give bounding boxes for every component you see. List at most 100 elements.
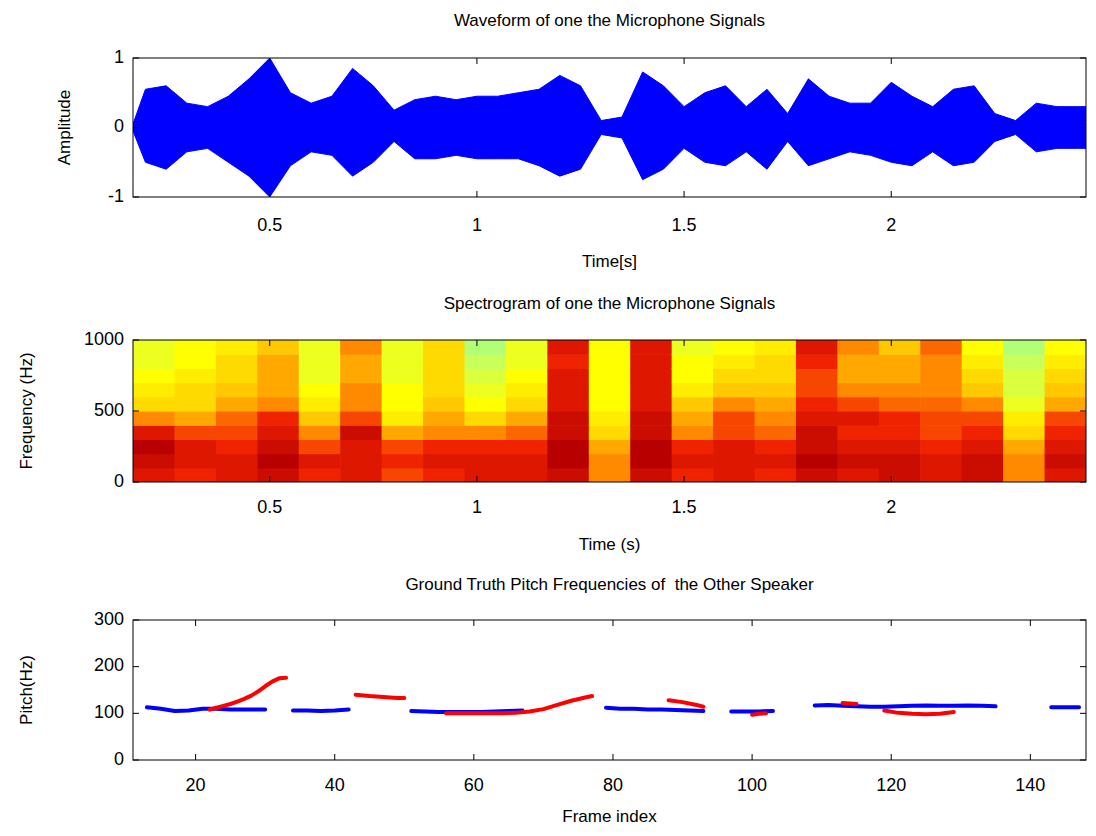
y-axis-title: Frequency (Hz) — [17, 352, 36, 469]
spectrogram-cell — [340, 468, 382, 482]
spectrogram-cell — [962, 454, 1004, 469]
spectrogram-cell — [174, 354, 216, 369]
spectrogram-cell — [174, 439, 216, 454]
spectrogram-cell — [133, 368, 175, 383]
spectrogram-cell — [257, 468, 299, 482]
spectrogram-cell — [299, 468, 341, 482]
x-tick-label: 120 — [876, 775, 906, 795]
spectrogram-cell — [630, 340, 672, 355]
spectrogram-cell — [299, 368, 341, 383]
spectrogram-cell — [630, 383, 672, 398]
spectrogram-cell — [299, 454, 341, 469]
y-tick-label: 200 — [94, 655, 124, 675]
spectrogram-cell — [1003, 454, 1045, 469]
x-tick — [752, 754, 753, 760]
x-tick — [269, 340, 270, 346]
spectrogram-cell — [920, 383, 962, 398]
spectrogram-cell — [464, 439, 506, 454]
spectrogram-cell — [589, 354, 631, 369]
spectrogram-cell — [962, 468, 1004, 482]
spectrogram-cell — [133, 397, 175, 412]
spectrogram-cell — [216, 368, 258, 383]
spectrogram-cell — [340, 439, 382, 454]
spectrogram-cell — [879, 425, 921, 440]
spectrogram-cell — [216, 340, 258, 355]
y-tick — [1080, 411, 1086, 412]
y-tick — [133, 713, 139, 714]
x-tick — [269, 191, 270, 197]
spectrogram-cell — [174, 397, 216, 412]
spectrogram-cell — [506, 439, 548, 454]
spectrogram-cell — [1045, 368, 1086, 383]
spectrogram-cell — [962, 411, 1004, 426]
x-tick — [334, 754, 335, 760]
spectrogram-cell — [755, 439, 797, 454]
spectrogram-cell — [547, 411, 589, 426]
spectrogram-cell — [755, 368, 797, 383]
y-tick — [133, 340, 139, 341]
spectrogram-cell — [133, 454, 175, 469]
x-tick-label: 140 — [1015, 775, 1045, 795]
x-tick-label: 2 — [886, 215, 896, 235]
spectrogram-cell — [837, 454, 879, 469]
spectrogram-cell — [589, 397, 631, 412]
spectrogram-cell — [133, 439, 175, 454]
spectrogram-cell — [547, 425, 589, 440]
x-tick-label: 1.5 — [672, 497, 697, 517]
x-tick — [684, 191, 685, 197]
spectrogram-cell — [506, 397, 548, 412]
spectrogram-cell — [547, 468, 589, 482]
y-tick — [1080, 760, 1086, 761]
spectrogram-cell — [672, 340, 714, 355]
y-tick — [133, 620, 139, 621]
spectrogram-cell — [920, 425, 962, 440]
y-tick-label: 500 — [94, 400, 124, 420]
x-tick — [752, 620, 753, 626]
plot-area — [133, 58, 1086, 197]
spectrogram-cell — [672, 425, 714, 440]
spectrogram-cell — [340, 454, 382, 469]
spectrogram-cell — [796, 468, 838, 482]
spectrogram-cell — [589, 340, 631, 355]
x-tick — [891, 340, 892, 346]
y-tick — [1080, 58, 1086, 59]
spectrogram-cell — [962, 425, 1004, 440]
y-tick — [133, 482, 139, 483]
x-tick — [684, 476, 685, 482]
spectrogram-cell — [713, 468, 755, 482]
x-tick-label: 1 — [472, 215, 482, 235]
spectrogram-cell — [133, 468, 175, 482]
spectrogram-cell — [382, 425, 424, 440]
spectrogram-cell — [506, 411, 548, 426]
x-tick — [269, 476, 270, 482]
y-tick — [1080, 482, 1086, 483]
spectrogram-cell — [133, 383, 175, 398]
spectrogram-cell — [755, 397, 797, 412]
spectrogram-cell — [382, 411, 424, 426]
spectrogram-cell — [713, 383, 755, 398]
spectrogram-cell — [1045, 340, 1086, 355]
plot-area — [133, 340, 1086, 482]
spectrogram-cell — [962, 340, 1004, 355]
y-tick — [133, 197, 139, 198]
spectrogram-cell — [382, 383, 424, 398]
spectrogram-cell — [755, 340, 797, 355]
y-tick — [1080, 127, 1086, 128]
spectrogram-cell — [630, 439, 672, 454]
spectrogram-cell — [340, 340, 382, 355]
spectrogram-cell — [382, 454, 424, 469]
spectrogram-cell — [630, 354, 672, 369]
spectrogram-cell — [1045, 439, 1086, 454]
axes-frame — [133, 620, 1086, 760]
spectrogram-cell — [879, 454, 921, 469]
spectrogram-cell — [713, 439, 755, 454]
spectrogram-cell — [1003, 397, 1045, 412]
x-tick — [684, 340, 685, 346]
y-tick-label: 0 — [114, 116, 124, 136]
spectrogram-cell — [796, 454, 838, 469]
spectrogram-cell — [423, 397, 465, 412]
spectrogram-cell — [962, 397, 1004, 412]
spectrogram-cell — [879, 368, 921, 383]
spectrogram-cell — [506, 368, 548, 383]
spectrogram-cell — [879, 397, 921, 412]
